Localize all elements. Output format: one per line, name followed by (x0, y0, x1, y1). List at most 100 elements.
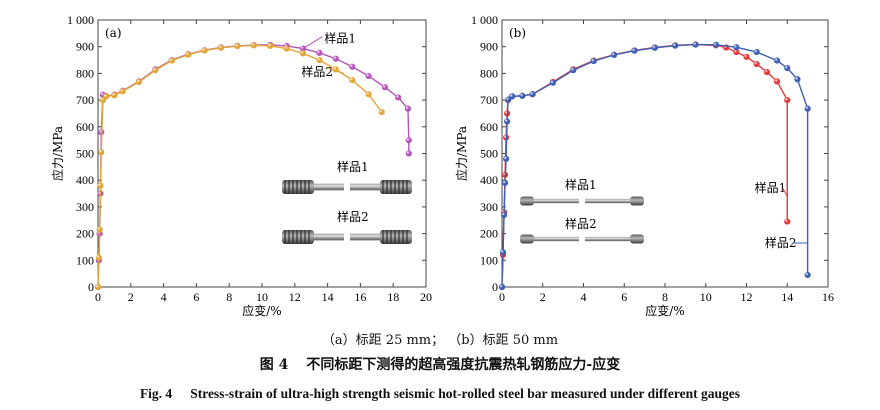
figure-title-zh: 图 4 不同标距下测得的超高强度抗震热轧钢筋应力-应变 (0, 354, 880, 374)
y-tick-label: 0 (88, 280, 94, 294)
data-point (502, 155, 510, 162)
data-point (610, 51, 618, 59)
data-point (405, 137, 412, 144)
x-tick-label: 8 (662, 290, 668, 304)
specimen-bar-2 (520, 234, 644, 244)
data-point (503, 118, 511, 125)
specimen-bar-1 (282, 180, 412, 194)
data-point (590, 58, 597, 65)
data-point (168, 57, 175, 64)
y-tick-label: 800 (480, 66, 498, 80)
x-tick-label: 8 (226, 290, 232, 304)
chart-panel-b: 0 2 4 6 8 10 12 14 16 0 100 200 300 400 500 600 700 800 90… (454, 13, 834, 318)
x-tick-label: 16 (822, 290, 834, 304)
x-tick-label: 10 (700, 290, 712, 304)
x-tick-label: 20 (420, 290, 432, 304)
y-tick-label: 600 (76, 120, 94, 134)
y-tick-label: 100 (76, 253, 94, 267)
x-tick-label: 6 (193, 290, 199, 304)
data-point (316, 49, 323, 56)
y-tick-label: 300 (76, 200, 94, 214)
series-line (501, 43, 788, 288)
inset-label-2: 样品2 (565, 216, 597, 231)
series-label: 样品2 (765, 235, 797, 250)
data-point (743, 53, 750, 60)
y-tick-label: 900 (480, 40, 498, 54)
y-tick-label: 700 (76, 93, 94, 107)
data-point (283, 45, 290, 52)
data-point (405, 150, 412, 157)
x-tick-label: 18 (387, 290, 399, 304)
data-point (395, 94, 402, 101)
data-point (111, 92, 118, 99)
x-tick-label: 4 (581, 290, 587, 304)
data-point (299, 50, 307, 57)
data-point (784, 97, 791, 104)
data-point (103, 93, 110, 100)
data-point (509, 93, 516, 100)
data-point (217, 44, 225, 51)
data-point (97, 182, 104, 189)
data-point (733, 48, 740, 56)
data-point (267, 42, 274, 49)
data-point (234, 43, 241, 50)
data-point (519, 92, 526, 99)
y-tick-label: 500 (76, 147, 94, 161)
data-point (404, 105, 412, 112)
specimen-bar-1 (520, 196, 644, 206)
y-tick-label: 100 (480, 253, 498, 267)
data-point (784, 64, 791, 72)
sub-caption: （a）标距 25 mm； （b）标距 50 mm (0, 329, 880, 348)
series-leader-line (302, 36, 323, 49)
data-point (500, 211, 508, 219)
y-tick-label: 900 (76, 40, 94, 54)
sub-caption-a: （a）标距 25 mm； (321, 333, 445, 348)
data-point (672, 42, 679, 49)
panel-label: (a) (105, 26, 122, 40)
data-point (753, 48, 760, 56)
data-point (794, 76, 801, 83)
inset-label-2: 样品2 (337, 209, 369, 224)
y-tick-label: 1 000 (471, 13, 498, 27)
data-point (332, 55, 339, 62)
data-point (349, 63, 356, 70)
data-point (753, 60, 760, 68)
y-tick-label: 700 (480, 93, 498, 107)
series-label: 样品1 (755, 180, 787, 195)
data-point (499, 249, 507, 256)
data-point (95, 254, 102, 261)
data-point (201, 47, 208, 54)
data-point (316, 56, 323, 64)
x-tick-label: 0 (499, 290, 505, 304)
data-point (119, 88, 126, 95)
data-point (94, 283, 102, 291)
x-tick-label: 4 (161, 290, 167, 304)
x-tick-label: 0 (95, 290, 101, 304)
stress-strain-charts: 0 2 4 6 8 10 12 14 16 18 2001002003004005006007008… (50, 13, 834, 318)
plot-frame (97, 19, 427, 288)
panel-label: (b) (509, 26, 526, 40)
y-tick-label: 500 (480, 147, 498, 161)
y-tick-label: 200 (480, 227, 498, 241)
data-point (529, 91, 536, 98)
series-leader-line (782, 187, 788, 197)
y-tick-label: 200 (76, 227, 94, 241)
x-tick-label: 12 (741, 290, 753, 304)
x-tick-label: 2 (128, 290, 134, 304)
x-axis-label: 应变/% (242, 303, 281, 318)
data-point (712, 41, 720, 48)
x-tick-label: 6 (621, 290, 627, 304)
data-point (692, 41, 699, 48)
specimen-bar-2 (282, 230, 412, 244)
x-tick-label: 2 (540, 290, 546, 304)
figure-label-zh: 图 4 (259, 357, 289, 373)
data-point (549, 79, 557, 86)
x-tick-label: 14 (781, 290, 793, 304)
y-tick-label: 800 (76, 66, 94, 80)
data-point (804, 271, 811, 279)
sub-caption-b: （b）标距 50 mm (448, 333, 559, 348)
data-point (773, 57, 781, 64)
series-line (501, 43, 809, 288)
data-point (381, 84, 389, 91)
data-point (773, 78, 781, 85)
